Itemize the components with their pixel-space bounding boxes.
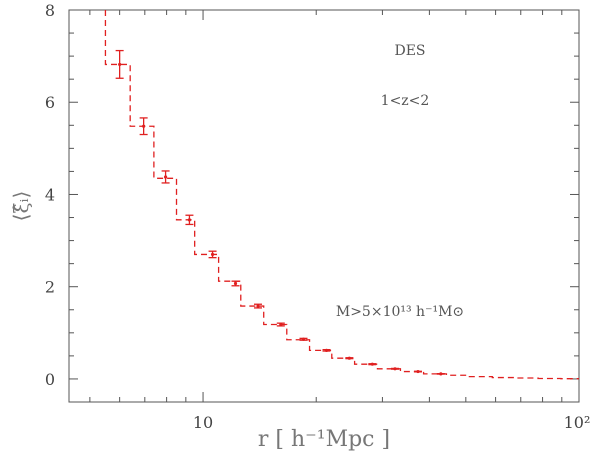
plot-frame [68,9,580,403]
y-tick-label: 4 [45,185,55,204]
tick-labels: 0 2 4 6 8 10 10² [45,1,591,432]
points-layer [115,49,445,376]
annotation-mass: M>5×10¹³ h⁻¹M⊙ [336,304,464,320]
x-tick-label: 10 [193,413,213,432]
point-marker [187,218,192,222]
data-point [208,250,217,259]
data-point [115,49,124,79]
ticks-layer [69,9,580,402]
x-tick-label: 10² [564,413,591,432]
point-marker [210,252,215,257]
data-point [390,367,399,371]
y-tick-label: 8 [45,1,55,20]
point-marker [163,175,168,179]
point-marker [301,337,306,341]
annotation-survey: DES [394,43,425,59]
annotation-redshift: 1<z<2 [381,93,430,109]
data-point [231,280,240,287]
data-point [253,303,262,309]
point-marker [347,356,351,360]
point-marker [279,322,283,327]
data-point [139,117,148,136]
data-point [436,372,445,376]
y-tick-label: 2 [45,278,55,297]
point-marker [256,304,260,308]
step-layer [104,10,579,380]
point-marker [439,372,443,376]
data-point [368,362,377,366]
point-marker [324,348,329,352]
data-point [413,369,422,374]
step-series [104,10,579,380]
data-point [185,214,194,226]
point-marker [142,124,146,128]
point-marker [393,367,397,371]
point-marker [118,62,122,67]
y-tick-label: 0 [45,370,55,389]
x-axis-label: r [ h⁻¹Mpc ] [258,427,390,452]
y-tick-label: 6 [45,93,55,112]
point-marker [416,369,420,374]
data-point [322,348,331,352]
data-point [345,356,354,360]
data-point [161,170,170,184]
point-marker [233,281,238,286]
y-axis-label: ⟨ξ̂ᵢ⟩ [9,191,33,222]
data-point [299,337,308,341]
point-marker [370,362,374,366]
data-point [276,322,285,327]
